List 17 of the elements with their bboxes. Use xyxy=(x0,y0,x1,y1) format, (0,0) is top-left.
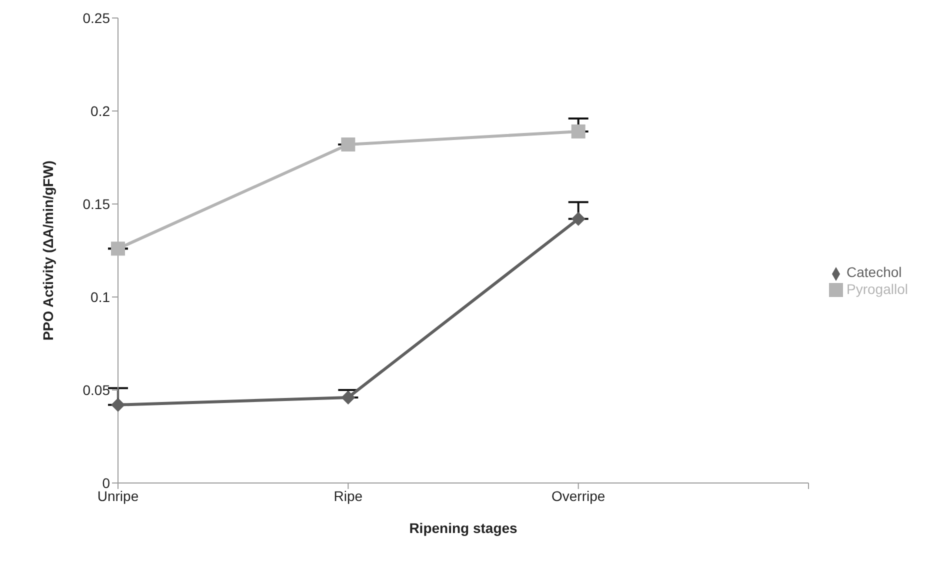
y-tick-label: 0.2 xyxy=(90,102,110,119)
y-tick-label: 0.1 xyxy=(90,288,110,305)
point xyxy=(571,124,586,138)
x-axis-title: Ripening stages xyxy=(409,520,518,536)
legend-label: Pyrogallol xyxy=(846,280,908,296)
x-tick-label: Ripe xyxy=(334,488,363,504)
y-tick-label: 0.05 xyxy=(82,382,110,398)
point xyxy=(341,137,356,152)
point xyxy=(341,390,356,404)
point xyxy=(111,242,125,256)
point xyxy=(571,212,586,226)
y-tick-label: 0.25 xyxy=(82,10,110,26)
legend-label: Catechol xyxy=(846,264,902,280)
point xyxy=(111,398,125,412)
y-tick-label: 0.15 xyxy=(82,196,110,212)
x-tick-label: Overripe xyxy=(552,488,606,504)
y-axis-title: PPO Activity (ΔA/min/gFW) xyxy=(40,160,56,340)
